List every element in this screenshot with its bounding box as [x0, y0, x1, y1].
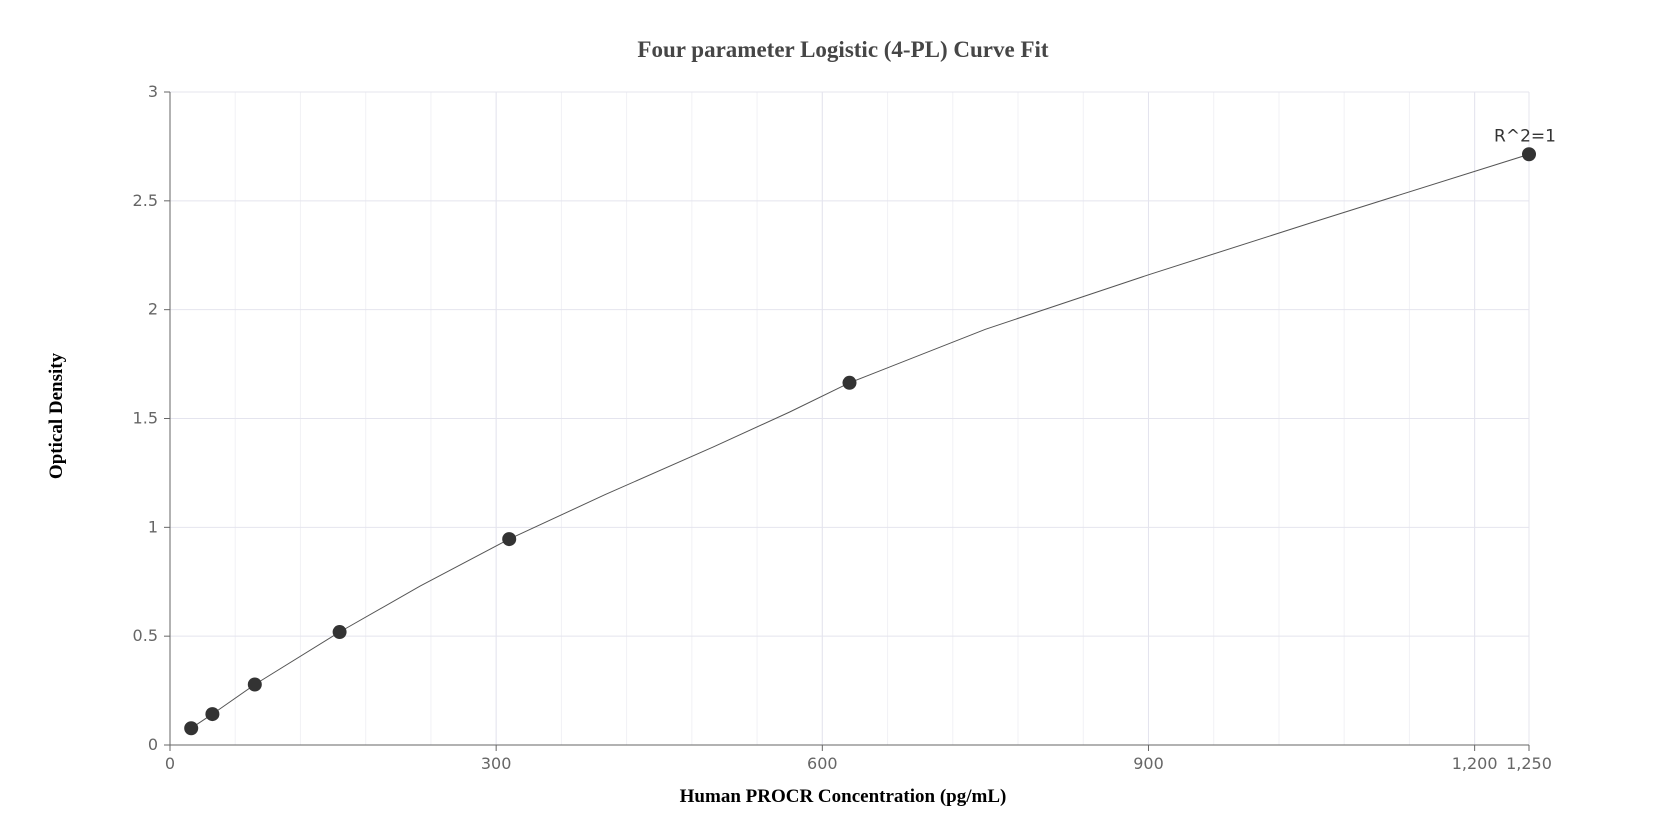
- data-point: [205, 707, 220, 722]
- y-tick-label: 2.5: [133, 191, 158, 210]
- r-squared-annotation: R^2=1: [1494, 126, 1556, 146]
- x-tick-label: 600: [807, 754, 838, 773]
- data-point: [332, 625, 347, 640]
- data-point: [247, 677, 262, 692]
- chart-title: Four parameter Logistic (4-PL) Curve Fit: [637, 37, 1048, 62]
- data-point: [502, 532, 517, 547]
- y-tick-label: 0: [148, 735, 158, 754]
- x-tick-label: 1,200: [1452, 754, 1498, 773]
- x-tick-label: 300: [481, 754, 512, 773]
- x-tick-label: 0: [165, 754, 175, 773]
- y-tick-label: 0.5: [133, 626, 158, 645]
- x-tick-label: 1,250: [1506, 754, 1552, 773]
- grid: [170, 91, 1530, 745]
- x-axis-title: Human PROCR Concentration (pg/mL): [680, 786, 1007, 807]
- y-tick-label: 3: [148, 82, 158, 101]
- x-tick-label: 900: [1133, 754, 1164, 773]
- data-points: [184, 147, 1536, 736]
- y-axis-title: Optical Density: [46, 352, 67, 479]
- y-tick-label: 2: [148, 300, 158, 319]
- data-point: [184, 721, 199, 736]
- x-axis-ticks: 0 300 600 900 1,200 1,250: [165, 745, 1552, 773]
- data-point: [842, 375, 857, 390]
- data-point: [1522, 147, 1536, 162]
- fit-curve: [190, 153, 1530, 729]
- y-tick-label: 1: [148, 517, 158, 536]
- y-tick-label: 1.5: [133, 409, 158, 428]
- y-axis-ticks: 0 0.5 1 1.5 2 2.5 3: [133, 82, 170, 754]
